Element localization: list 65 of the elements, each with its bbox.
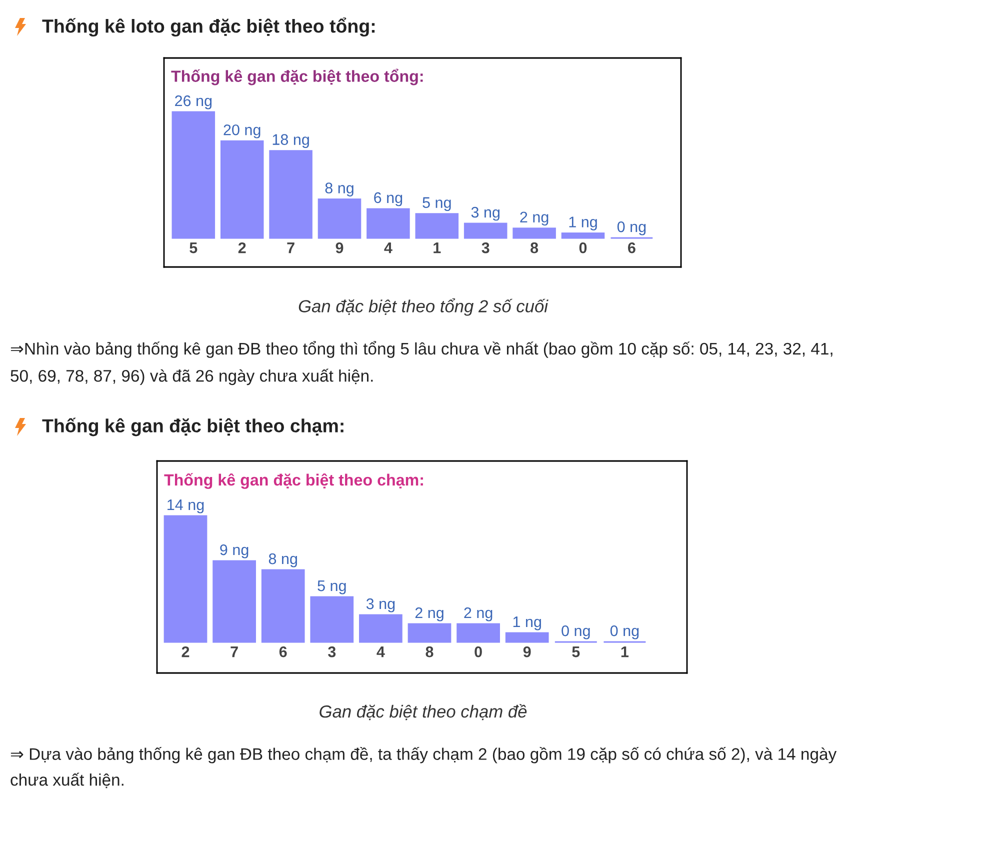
x-tick-label: 0 [579, 242, 587, 254]
data-label: 1 ng [513, 616, 541, 630]
data-label: 1 ng [569, 216, 597, 230]
x-tick-label: 3 [482, 242, 490, 254]
data-label: 5 ng [422, 197, 451, 211]
data-label: 0 ng [617, 221, 646, 236]
x-tick-label: 9 [523, 646, 531, 658]
data-label: 0 ng [610, 625, 639, 640]
x-tick-label: 5 [572, 646, 580, 658]
bar [164, 515, 208, 643]
bar [269, 150, 312, 239]
bar [359, 614, 402, 643]
bar [512, 228, 556, 239]
bar [310, 596, 354, 643]
chart-subtitle: Thống kê gan đặc biệt theo chạm: [164, 473, 423, 489]
data-label: 14 ng [168, 500, 204, 514]
chart-title: Thống kê loto gan đặc biệt theo tổng: [42, 17, 375, 37]
data-label: 2 ng [520, 212, 548, 226]
text: Gan đặc biệt theo tổng 2 số cuối [298, 298, 548, 316]
x-tick-label: 8 [530, 242, 538, 254]
bar [456, 623, 500, 643]
bar [172, 111, 216, 239]
x-tick-label: 9 [336, 242, 344, 254]
data-label: 3 ng [366, 598, 395, 612]
bar [505, 632, 549, 643]
x-tick-label: 0 [474, 646, 482, 658]
x-tick-label: 6 [279, 646, 287, 658]
bar [561, 232, 605, 239]
data-label: 3 ng [471, 206, 500, 221]
data-label: 26 ng [175, 95, 212, 110]
bar [220, 140, 264, 239]
data-label: 2 ng [415, 607, 444, 622]
x-tick-label: 5 [190, 242, 198, 254]
data-label: 9 ng [220, 544, 248, 558]
data-label: 5 ng [318, 580, 346, 594]
data-label: 20 ng [224, 124, 260, 138]
data-label: 2 ng [464, 607, 492, 622]
data-label: 18 ng [272, 134, 309, 148]
bar [366, 208, 410, 239]
data-label: 6 ng [374, 192, 402, 206]
bar [318, 198, 362, 239]
x-tick-label: 6 [628, 242, 636, 254]
data-label: 8 ng [325, 182, 354, 196]
data-label: 8 ng [268, 553, 297, 568]
x-tick-label: 2 [238, 242, 246, 254]
bar [261, 569, 305, 643]
x-tick-label: 4 [376, 646, 385, 658]
chart-title: Thống kê gan đặc biệt theo chạm: [42, 418, 344, 436]
chart-subtitle: Thống kê gan đặc biệt theo tổng: [171, 68, 423, 86]
x-tick-label: 8 [426, 646, 434, 658]
x-tick-label: 7 [287, 242, 294, 254]
x-tick-label: 1 [434, 242, 441, 254]
bar [464, 222, 508, 239]
bar [212, 560, 256, 643]
x-tick-label: 4 [384, 242, 392, 254]
data-label: 0 ng [562, 625, 590, 640]
text: Gan đặc biệt theo chạm đề [320, 704, 527, 720]
bar [408, 623, 452, 643]
x-tick-label: 7 [230, 646, 238, 658]
x-tick-label: 2 [182, 646, 190, 658]
text: ⇒ Dựa vào bảng thống kê gan ĐB theo chạm đề, ta thấy chạm 2 (bao gồm 19 cặp số có chứa số 2), và 14 ngày chưa xuất hiện. [10, 747, 837, 788]
x-tick-label: 1 [621, 646, 629, 658]
x-tick-label: 3 [328, 646, 336, 658]
bar [415, 213, 459, 239]
text: ⇒Nhìn vào bảng thống kê gan ĐB theo tổng thì tổng 5 lâu chưa về nhất (bao gồm 10 cặp số: 05, 14, 23, 32, 41, 50, 69, 78, 87, 96) và đã 26 ngày chưa xuất hiện. [10, 341, 832, 386]
